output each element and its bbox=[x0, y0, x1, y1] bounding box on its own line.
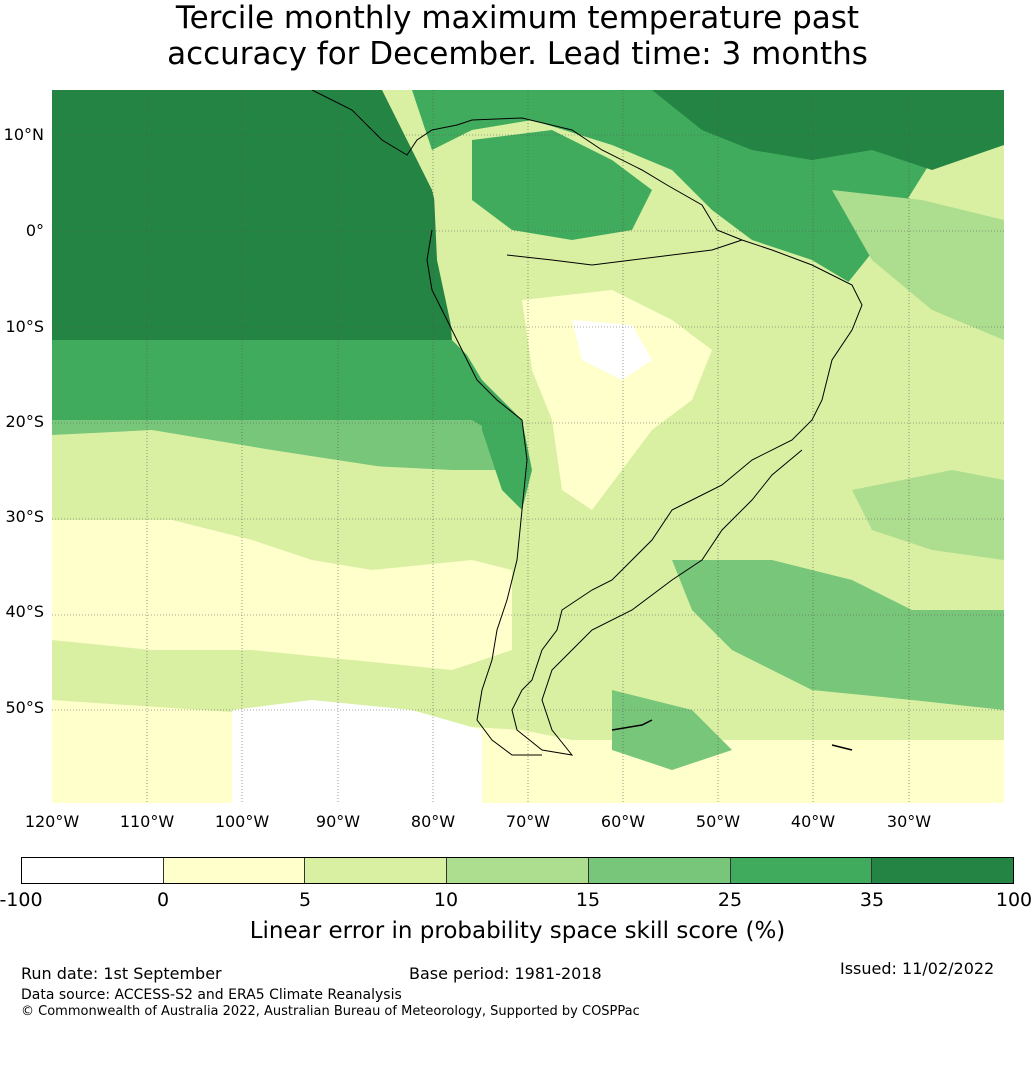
title-line-1: Tercile monthly maximum temperature past bbox=[175, 0, 860, 36]
colorbar-tick: 10 bbox=[433, 889, 459, 911]
colorbar-seg-35-100 bbox=[872, 858, 1014, 883]
chart-title: Tercile monthly maximum temperature past… bbox=[0, 0, 1035, 72]
lon-tick-60W: 60°W bbox=[600, 812, 646, 831]
lon-tick-100W: 100°W bbox=[214, 812, 270, 831]
colorbar-seg-0-5 bbox=[163, 858, 306, 883]
coastline-pacific bbox=[426, 229, 542, 756]
colorbar-seg-15-25 bbox=[588, 858, 731, 883]
issued-date: Issued: 11/02/2022 bbox=[840, 959, 995, 978]
region-atlantic-dark bbox=[652, 90, 1004, 170]
colorbar-seg-10-15 bbox=[447, 858, 589, 883]
lat-tick-20S: 20°S bbox=[5, 412, 44, 431]
colorbar-tick: 25 bbox=[717, 889, 743, 911]
colorbar-seg-neg100-0 bbox=[22, 858, 164, 883]
amazon-river bbox=[506, 239, 743, 266]
lon-tick-120W: 120°W bbox=[24, 812, 80, 831]
lon-tick-30W: 30°W bbox=[886, 812, 932, 831]
lon-tick-110W: 110°W bbox=[119, 812, 175, 831]
continent-pale-core bbox=[522, 290, 712, 510]
patagonia-green bbox=[612, 690, 732, 770]
skill-score-map bbox=[52, 90, 1004, 803]
lat-tick-10S: 10°S bbox=[5, 317, 44, 336]
colorbar-label: Linear error in probability space skill … bbox=[249, 918, 786, 944]
atlantic-equatorial bbox=[832, 190, 1004, 340]
colorbar bbox=[21, 857, 1014, 884]
lon-tick-50W: 50°W bbox=[695, 812, 741, 831]
colorbar-tick: 35 bbox=[859, 889, 885, 911]
lat-tick-30S: 30°S bbox=[5, 507, 44, 526]
lon-tick-90W: 90°W bbox=[315, 812, 361, 831]
continent-white-patch bbox=[572, 320, 652, 380]
falkland-islands bbox=[611, 719, 653, 731]
colorbar-tick: 0 bbox=[156, 889, 170, 911]
lon-tick-80W: 80°W bbox=[410, 812, 456, 831]
colorbar-seg-25-35 bbox=[730, 858, 873, 883]
region-south-pale bbox=[52, 520, 512, 670]
map-svg bbox=[52, 90, 1004, 803]
continent-north-green bbox=[472, 130, 652, 240]
region-south-white bbox=[232, 700, 482, 803]
data-source: Data source: ACCESS-S2 and ERA5 Climate … bbox=[21, 987, 402, 1003]
region-pacific-light bbox=[52, 430, 522, 540]
run-date: Run date: 1st September bbox=[21, 964, 222, 983]
lat-tick-0: 0° bbox=[25, 221, 44, 240]
colorbar-tick: 5 bbox=[298, 889, 312, 911]
andes-green bbox=[482, 380, 532, 510]
south-georgia bbox=[831, 744, 853, 751]
colorbar-seg-5-10 bbox=[305, 858, 448, 883]
atlantic-light-green bbox=[852, 470, 1004, 560]
colorbar-tick: 100 bbox=[995, 889, 1033, 911]
region-pacific-dark bbox=[52, 90, 452, 350]
coastline-atlantic bbox=[311, 90, 863, 756]
colorbar-tick: 15 bbox=[575, 889, 601, 911]
copyright: © Commonwealth of Australia 2022, Austra… bbox=[21, 1004, 640, 1019]
lat-tick-50S: 50°S bbox=[5, 698, 44, 717]
lat-tick-40S: 40°S bbox=[5, 602, 44, 621]
lon-tick-70W: 70°W bbox=[505, 812, 551, 831]
atlantic-green bbox=[672, 560, 1004, 710]
region-pacific-mid2 bbox=[52, 420, 527, 470]
base-period: Base period: 1981-2018 bbox=[409, 964, 602, 983]
title-line-2: accuracy for December. Lead time: 3 mont… bbox=[167, 36, 868, 72]
colorbar-tick: -100 bbox=[0, 889, 43, 911]
lat-tick-10N: 10°N bbox=[3, 125, 44, 144]
lon-tick-40W: 40°W bbox=[790, 812, 836, 831]
